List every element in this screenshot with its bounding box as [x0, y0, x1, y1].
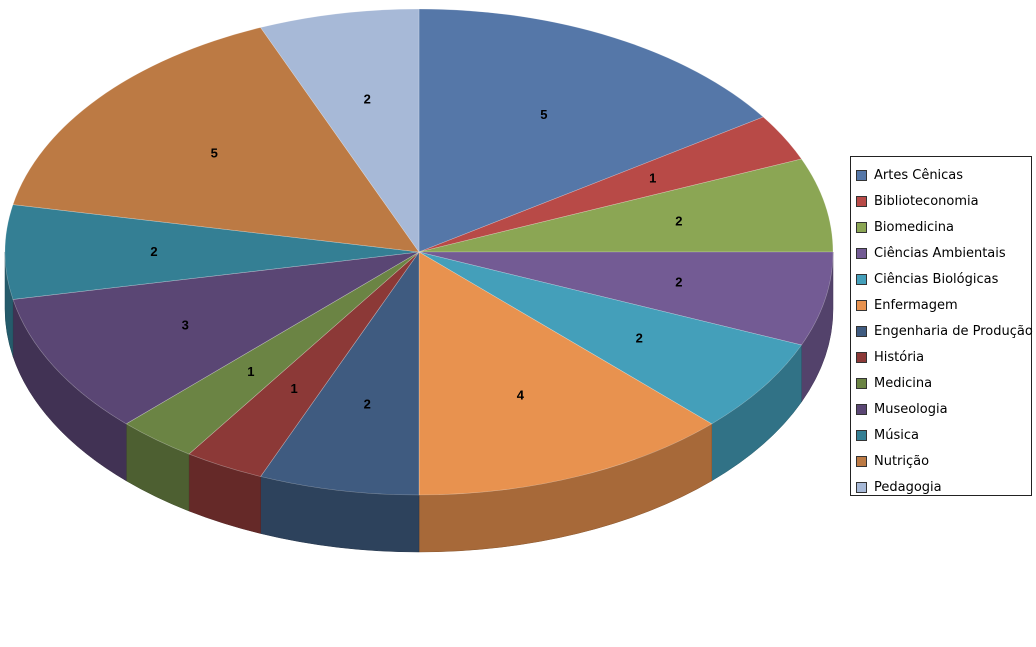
legend-swatch — [856, 299, 867, 311]
pie-sides — [4, 251, 834, 553]
legend-label: Música — [874, 427, 919, 443]
legend-item-artes-cenicas: Artes Cênicas — [856, 162, 1031, 188]
slice-enfermagem — [418, 251, 713, 496]
legend-label: História — [874, 349, 925, 365]
slice-nutricao — [12, 27, 420, 253]
legend-label: Nutrição — [874, 453, 930, 469]
legend-item-nutricao: Nutrição — [856, 448, 1031, 474]
data-label-ciencias-ambientais: 2 — [675, 274, 682, 289]
legend-item-biomedicina: Biomedicina — [856, 214, 1031, 240]
data-label-museologia: 3 — [182, 317, 189, 332]
data-label-pedagogia: 2 — [364, 92, 371, 107]
legend-item-ciencias-biologicas: Ciências Biológicas — [856, 266, 1031, 292]
legend-item-historia: História — [856, 344, 1031, 370]
legend-item-musica: Música — [856, 422, 1031, 448]
data-label-medicina: 1 — [247, 364, 254, 379]
pie-slices — [4, 8, 834, 496]
data-label-historia: 1 — [290, 381, 297, 396]
legend-label: Artes Cênicas — [874, 167, 964, 183]
legend-item-ciencias-ambientais: Ciências Ambientais — [856, 240, 1031, 266]
slice-biblioteconomia — [418, 116, 802, 253]
legend-swatch — [856, 403, 867, 415]
legend-swatch — [856, 221, 867, 233]
slice-ciencias-ambientais — [418, 251, 834, 346]
legend-label: Ciências Ambientais — [874, 245, 1006, 261]
data-label-artes-cenicas: 5 — [540, 107, 547, 122]
legend-swatch — [856, 377, 867, 389]
slice-ciencias-biologicas — [418, 251, 802, 425]
legend-item-biblioteconomia: Biblioteconomia — [856, 188, 1031, 214]
legend-label: Engenharia de Produção — [874, 323, 1033, 339]
legend-item-enfermagem: Enfermagem — [856, 292, 1031, 318]
legend-swatch — [856, 351, 867, 363]
slice-biomedicina — [418, 158, 834, 253]
legend-label: Medicina — [874, 375, 933, 391]
data-label-engenharia-de-producao: 2 — [364, 397, 371, 412]
data-label-nutricao: 5 — [211, 145, 218, 160]
slice-museologia — [12, 251, 420, 425]
slice-engenharia-de-producao — [260, 251, 420, 496]
slice-musica — [4, 204, 420, 300]
legend-label: Enfermagem — [874, 297, 958, 313]
legend-label: Pedagogia — [874, 479, 942, 495]
data-label-musica: 2 — [150, 244, 157, 259]
legend-item-engenharia-de-producao: Engenharia de Produção — [856, 318, 1033, 344]
slice-medicina — [125, 251, 420, 455]
legend-item-pedagogia: Pedagogia — [856, 474, 1031, 500]
legend-item-museologia: Museologia — [856, 396, 1031, 422]
slice-labels: 5 1 2 2 2 4 2 1 1 3 2 5 2 — [150, 92, 682, 412]
data-label-ciencias-biologicas: 2 — [636, 330, 643, 345]
legend-label: Ciências Biológicas — [874, 271, 999, 287]
legend-swatch — [856, 429, 867, 441]
legend-swatch — [856, 325, 867, 337]
legend-swatch — [856, 455, 867, 467]
legend-swatch — [856, 169, 867, 181]
legend-swatch — [856, 195, 867, 207]
data-label-biblioteconomia: 1 — [649, 171, 656, 186]
slice-historia — [188, 251, 420, 477]
data-label-biomedicina: 2 — [675, 214, 682, 229]
data-label-enfermagem: 4 — [517, 388, 525, 403]
legend-label: Biblioteconomia — [874, 193, 979, 209]
legend: Artes Cênicas Biblioteconomia Biomedicina C… — [850, 156, 1033, 496]
legend-label: Biomedicina — [874, 219, 954, 235]
legend-swatch — [856, 247, 867, 259]
slice-artes-cenicas — [418, 8, 764, 253]
legend-label: Museologia — [874, 401, 948, 417]
legend-swatch — [856, 481, 867, 493]
legend-swatch — [856, 273, 867, 285]
legend-item-medicina: Medicina — [856, 370, 1031, 396]
slice-pedagogia — [260, 8, 420, 253]
